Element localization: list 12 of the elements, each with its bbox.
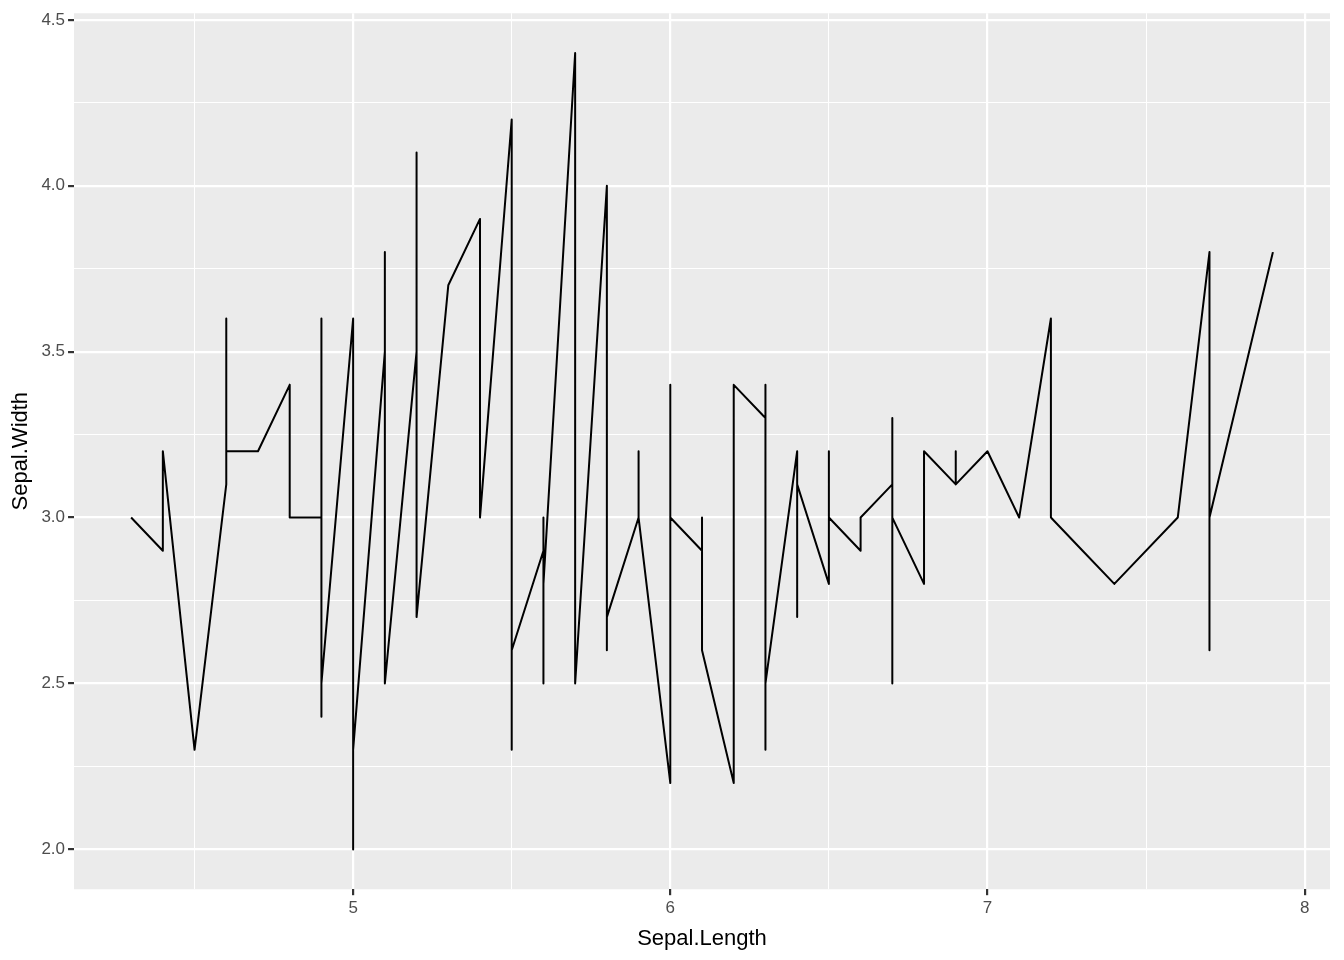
y-tick-label: 4.0 xyxy=(41,175,66,195)
x-tick-label: 5 xyxy=(348,898,358,918)
y-tick-label: 3.0 xyxy=(41,507,66,527)
x-tick-label: 6 xyxy=(665,898,676,918)
x-tick-label: 7 xyxy=(982,898,993,918)
y-tick-label: 2.0 xyxy=(41,839,66,859)
x-tick-label: 8 xyxy=(1299,898,1310,918)
y-tick-label: 3.5 xyxy=(41,341,66,361)
x-axis-title: Sepal.Length xyxy=(637,924,767,950)
y-tick-label: 2.5 xyxy=(41,673,66,693)
y-axis-title: Sepal.Width xyxy=(7,391,33,511)
y-tick-label: 4.5 xyxy=(41,9,66,29)
